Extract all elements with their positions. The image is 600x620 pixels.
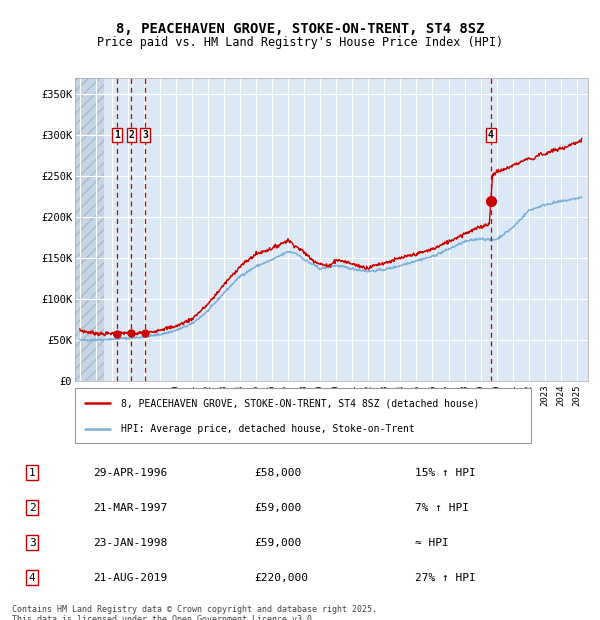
Text: 3: 3 xyxy=(142,130,148,140)
Text: 21-MAR-1997: 21-MAR-1997 xyxy=(92,503,167,513)
FancyBboxPatch shape xyxy=(75,388,531,443)
Text: 1: 1 xyxy=(29,468,35,478)
Text: HPI: Average price, detached house, Stoke-on-Trent: HPI: Average price, detached house, Stok… xyxy=(121,424,415,435)
Text: 4: 4 xyxy=(29,573,35,583)
Text: 8, PEACEHAVEN GROVE, STOKE-ON-TRENT, ST4 8SZ (detached house): 8, PEACEHAVEN GROVE, STOKE-ON-TRENT, ST4… xyxy=(121,398,479,408)
Text: £220,000: £220,000 xyxy=(254,573,308,583)
Text: Contains HM Land Registry data © Crown copyright and database right 2025.
This d: Contains HM Land Registry data © Crown c… xyxy=(12,604,377,620)
Text: 27% ↑ HPI: 27% ↑ HPI xyxy=(415,573,476,583)
Text: 4: 4 xyxy=(488,130,494,140)
Text: ≈ HPI: ≈ HPI xyxy=(415,538,449,547)
Text: 8, PEACEHAVEN GROVE, STOKE-ON-TRENT, ST4 8SZ: 8, PEACEHAVEN GROVE, STOKE-ON-TRENT, ST4… xyxy=(116,22,484,36)
Text: 3: 3 xyxy=(29,538,35,547)
Text: £59,000: £59,000 xyxy=(254,503,301,513)
Text: 21-AUG-2019: 21-AUG-2019 xyxy=(92,573,167,583)
Text: 29-APR-1996: 29-APR-1996 xyxy=(92,468,167,478)
Bar xyxy=(75,78,104,381)
Text: 23-JAN-1998: 23-JAN-1998 xyxy=(92,538,167,547)
Text: 7% ↑ HPI: 7% ↑ HPI xyxy=(415,503,469,513)
Text: 2: 2 xyxy=(128,130,134,140)
Text: Price paid vs. HM Land Registry's House Price Index (HPI): Price paid vs. HM Land Registry's House … xyxy=(97,36,503,49)
Text: 2: 2 xyxy=(29,503,35,513)
Text: 15% ↑ HPI: 15% ↑ HPI xyxy=(415,468,476,478)
Text: 1: 1 xyxy=(114,130,120,140)
Text: £59,000: £59,000 xyxy=(254,538,301,547)
Text: £58,000: £58,000 xyxy=(254,468,301,478)
